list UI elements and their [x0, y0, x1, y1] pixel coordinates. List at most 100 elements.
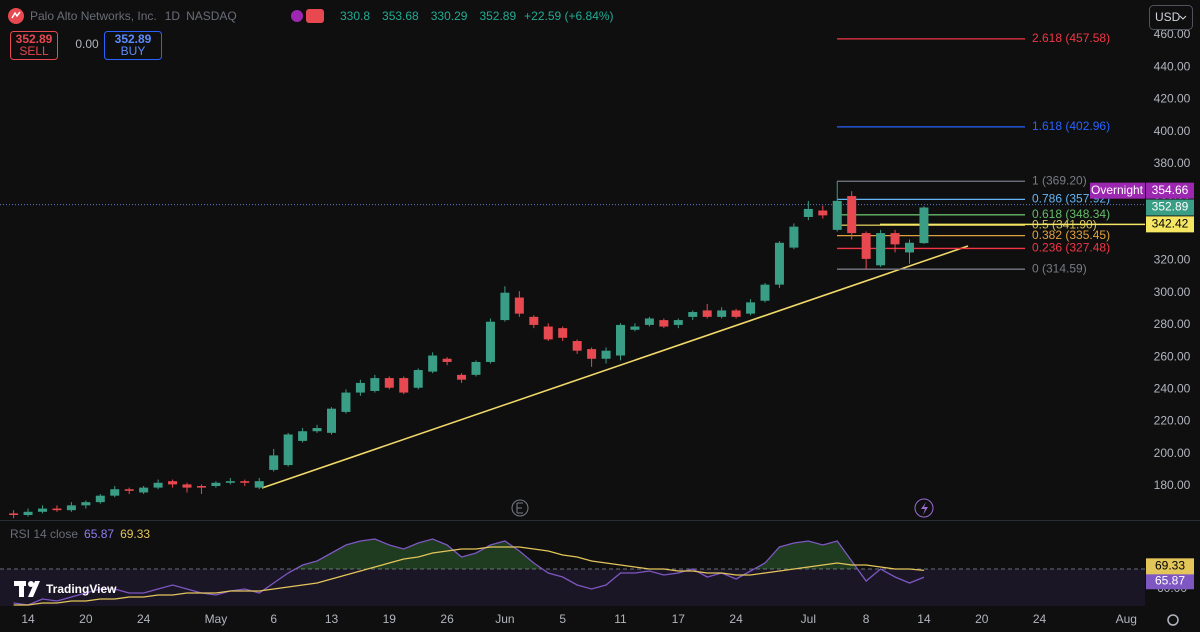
candle-body [327, 408, 336, 433]
interval: 1D [165, 9, 181, 23]
candle-body [688, 312, 698, 317]
earnings-icon[interactable] [511, 499, 529, 517]
currency: USD [1155, 10, 1181, 24]
x-tick-label: 20 [79, 612, 93, 626]
y-tick-label: 300.00 [1154, 285, 1191, 299]
candle-body [81, 502, 91, 506]
rsi-tag-value: 69.33 [1155, 559, 1185, 573]
overnight-label: Overnight [1091, 183, 1144, 197]
fib-label: 0.618 (348.34) [1032, 207, 1110, 221]
rsi-band [0, 569, 1145, 606]
rsi-tag [1146, 558, 1194, 575]
logo-mark [11, 11, 21, 19]
candle-body [52, 508, 62, 511]
spread: 0.00 [75, 37, 99, 51]
fib-label: 1 (369.20) [1032, 173, 1087, 187]
candle-body [558, 328, 568, 338]
watermark-logo [14, 581, 40, 597]
x-tick-label: 26 [440, 612, 454, 626]
candle-body [38, 508, 47, 512]
candle-body [341, 392, 351, 412]
candle-body [283, 434, 293, 466]
candle-body [529, 316, 539, 325]
y-tick-label: 420.00 [1154, 92, 1191, 106]
candle-body [370, 378, 380, 391]
candle-body [644, 318, 654, 325]
rsi-label: RSI 14 close [10, 527, 78, 541]
x-tick-label: 14 [21, 612, 35, 626]
candle-body [803, 208, 813, 217]
candle-body [717, 310, 727, 317]
dividend-icon[interactable] [914, 498, 934, 518]
y-tick-label: 180.00 [1154, 478, 1191, 492]
candle-body [659, 320, 669, 327]
rsi-tag [1146, 573, 1194, 590]
currency-button[interactable] [1149, 5, 1193, 30]
candle-body [601, 350, 611, 359]
x-tick-label: 20 [975, 612, 989, 626]
x-tick-label: Jun [495, 612, 514, 626]
rsi-ma-value: 69.33 [120, 527, 150, 541]
candle-body [124, 489, 134, 491]
candle-body [774, 242, 784, 285]
candle-body [818, 210, 828, 216]
logo-part [19, 581, 24, 597]
candle-body [9, 513, 19, 516]
x-tick-label: 11 [614, 612, 627, 626]
dividend-icon-glyph [921, 502, 928, 515]
candle-body [254, 481, 264, 488]
settings-icon[interactable] [1167, 614, 1179, 626]
candle-body [543, 326, 553, 340]
candle-body [457, 374, 467, 380]
candle-body [572, 341, 582, 351]
x-tick-label: May [205, 612, 228, 626]
price-line-tag [1146, 216, 1194, 233]
candle-body [587, 349, 597, 359]
dropdown-arrow [1179, 15, 1187, 20]
y-tick-label: 400.00 [1154, 124, 1191, 138]
change: +22.59 (+6.84%) [524, 9, 613, 23]
y-tick-label: 320.00 [1154, 253, 1191, 267]
candle-body [861, 233, 871, 259]
candle-body [731, 310, 741, 317]
candle-body [746, 302, 756, 314]
price-line-value: 342.42 [1152, 217, 1189, 231]
sell-button[interactable] [10, 31, 58, 60]
candle-body [673, 320, 683, 325]
candle-body [66, 505, 76, 511]
ohlc: 330.8 353.68 330.29 352.89 +22.59 (+6.84%) [340, 9, 614, 23]
x-tick-label: 14 [917, 612, 931, 626]
logo [8, 8, 24, 24]
candle-body [95, 495, 105, 503]
overnight-tag [1090, 182, 1145, 199]
candle-body [919, 207, 929, 244]
candle-body [876, 233, 886, 266]
x-tick-label: 24 [1033, 612, 1047, 626]
candle-body [153, 482, 163, 488]
rsi-line [13, 538, 925, 606]
logo-part [28, 581, 40, 597]
overnight-value-tag [1146, 182, 1194, 199]
candle-body [312, 428, 322, 432]
rsi-ma-line [13, 546, 925, 606]
candle-body [23, 511, 33, 516]
y-tick-label: 280.00 [1154, 317, 1191, 331]
fib-label: 0 (314.59) [1032, 261, 1087, 275]
candle-body [847, 196, 857, 234]
y-tick-label: 240.00 [1154, 382, 1191, 396]
x-tick-label: 17 [672, 612, 686, 626]
y-tick-label: 380.00 [1154, 156, 1191, 170]
rsi-overbought-fill [13, 539, 924, 569]
buy-button[interactable] [104, 31, 162, 60]
candle-body [211, 482, 221, 487]
candle-body [399, 378, 409, 393]
overnight-value: 354.66 [1152, 183, 1189, 197]
candle-body [384, 378, 394, 388]
candle-body [196, 486, 206, 488]
buy-label: BUY [121, 44, 146, 58]
x-tick-label: Aug [1116, 612, 1137, 626]
fib-label: 0.236 (327.48) [1032, 241, 1110, 255]
candle-body [832, 200, 842, 230]
candle-body [269, 455, 279, 470]
